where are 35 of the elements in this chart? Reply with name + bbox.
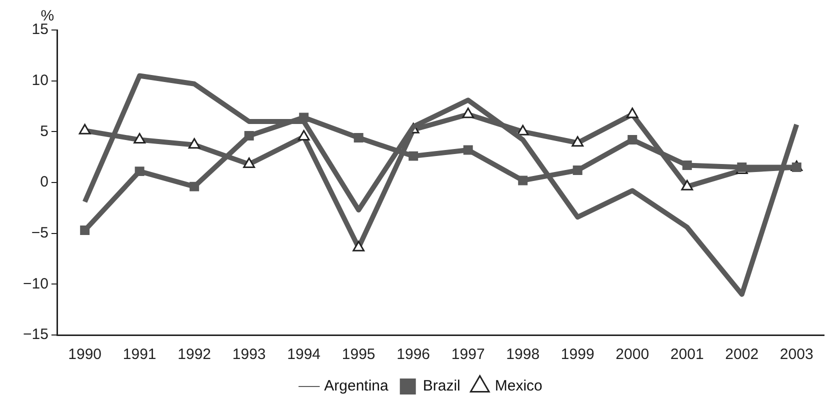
point — [463, 145, 473, 155]
y-tick-label: 0 — [40, 174, 48, 191]
x-tick-label: 1992 — [178, 346, 212, 364]
x-tick-label: 1997 — [451, 346, 485, 364]
point — [628, 135, 638, 145]
point — [408, 151, 418, 161]
legend-label: Mexico — [494, 378, 542, 395]
point — [80, 226, 90, 236]
x-tick-label: 1991 — [122, 346, 156, 364]
legend-label: Argentina — [324, 378, 390, 395]
x-tick-label: 2003 — [780, 346, 814, 364]
x-tick-label: 1995 — [342, 346, 376, 364]
legend-label: Brazil — [422, 378, 460, 395]
point — [737, 162, 747, 172]
point — [682, 160, 692, 170]
x-tick-label: 1994 — [287, 346, 321, 364]
x-tick-label: 2000 — [616, 346, 650, 364]
x-tick-label: 1993 — [232, 346, 266, 364]
y-tick-label: −15 — [22, 326, 48, 344]
point — [190, 182, 200, 192]
x-tick-label: 1990 — [68, 346, 102, 364]
y-tick-label: −10 — [22, 275, 48, 292]
y-tick-label: 10 — [32, 72, 48, 89]
x-tick-label: 2002 — [725, 346, 759, 364]
point — [518, 176, 528, 186]
x-tick-label: 1999 — [560, 346, 594, 364]
point — [134, 166, 144, 176]
y-tick-label: −5 — [31, 224, 48, 242]
x-tick-label: 1998 — [506, 346, 540, 364]
x-tick-label: 1996 — [396, 346, 430, 364]
point — [354, 133, 364, 143]
y-tick-label: 5 — [40, 122, 48, 140]
x-tick-label: 2001 — [670, 346, 704, 364]
point — [244, 130, 254, 140]
point — [572, 166, 582, 176]
